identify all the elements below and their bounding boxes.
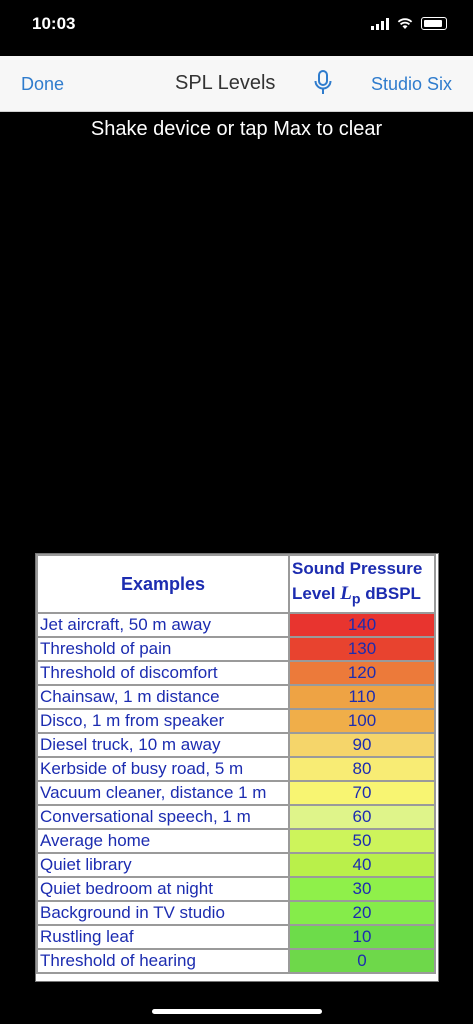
level-header-prefix: Level <box>292 584 341 603</box>
example-cell: Average home <box>36 828 290 855</box>
table-row: Threshold of hearing 0 <box>36 948 436 975</box>
battery-icon <box>421 17 447 30</box>
level-cell: 0 <box>288 948 436 975</box>
instruction-text: Shake device or tap Max to clear <box>90 118 383 140</box>
table-row: Vacuum cleaner, distance 1 m 70 <box>36 780 436 807</box>
example-cell: Background in TV studio <box>36 900 290 927</box>
table-row: Average home 50 <box>36 828 436 855</box>
level-header-line1: Sound Pressure <box>292 559 423 578</box>
table-row: Background in TV studio 20 <box>36 900 436 927</box>
table-row: Diesel truck, 10 m away 90 <box>36 732 436 759</box>
table-header-row: Examples Sound Pressure Level Lp dBSPL <box>36 554 436 615</box>
home-indicator[interactable] <box>152 1009 322 1014</box>
spl-reference-table: Examples Sound Pressure Level Lp dBSPL J… <box>35 553 439 982</box>
level-cell: 20 <box>288 900 436 927</box>
example-cell: Rustling leaf <box>36 924 290 951</box>
example-cell: Threshold of discomfort <box>36 660 290 687</box>
level-cell: 60 <box>288 804 436 831</box>
level-cell: 130 <box>288 636 436 663</box>
level-cell: 70 <box>288 780 436 807</box>
table-row: Rustling leaf 10 <box>36 924 436 951</box>
example-cell: Disco, 1 m from speaker <box>36 708 290 735</box>
table-row: Disco, 1 m from speaker 100 <box>36 708 436 735</box>
example-cell: Kerbside of busy road, 5 m <box>36 756 290 783</box>
table-row: Conversational speech, 1 m 60 <box>36 804 436 831</box>
example-cell: Conversational speech, 1 m <box>36 804 290 831</box>
navigation-bar: Done SPL Levels Studio Six <box>0 56 473 112</box>
table-row: Threshold of discomfort 120 <box>36 660 436 687</box>
example-cell: Chainsaw, 1 m distance <box>36 684 290 711</box>
example-cell: Threshold of pain <box>36 636 290 663</box>
level-unit: dBSPL <box>360 584 421 603</box>
status-time: 10:03 <box>32 14 76 33</box>
microphone-icon[interactable] <box>313 70 333 96</box>
example-cell: Jet aircraft, 50 m away <box>36 612 290 639</box>
wifi-icon <box>397 17 413 29</box>
table-row: Chainsaw, 1 m distance 110 <box>36 684 436 711</box>
level-cell: 40 <box>288 852 436 879</box>
signal-icon <box>371 17 389 30</box>
level-cell: 50 <box>288 828 436 855</box>
table-row: Threshold of pain 130 <box>36 636 436 663</box>
table-row: Quiet bedroom at night 30 <box>36 876 436 903</box>
spl-table-grid: Examples Sound Pressure Level Lp dBSPL J… <box>36 554 436 975</box>
level-cell: 140 <box>288 612 436 639</box>
level-header: Sound Pressure Level Lp dBSPL <box>288 554 436 615</box>
page-title: SPL Levels <box>175 72 276 94</box>
example-cell: Quiet library <box>36 852 290 879</box>
studio-six-button[interactable]: Studio Six <box>370 74 452 94</box>
level-cell: 30 <box>288 876 436 903</box>
level-cell: 90 <box>288 732 436 759</box>
level-symbol: L <box>340 583 352 604</box>
status-icons <box>371 17 447 30</box>
level-cell: 120 <box>288 660 436 687</box>
table-row: Kerbside of busy road, 5 m 80 <box>36 756 436 783</box>
level-cell: 100 <box>288 708 436 735</box>
level-cell: 110 <box>288 684 436 711</box>
example-cell: Threshold of hearing <box>36 948 290 975</box>
table-row: Jet aircraft, 50 m away 140 <box>36 612 436 639</box>
level-subscript: p <box>351 591 361 608</box>
done-button[interactable]: Done <box>21 74 65 94</box>
example-cell: Quiet bedroom at night <box>36 876 290 903</box>
examples-header: Examples <box>36 554 290 615</box>
level-cell: 80 <box>288 756 436 783</box>
level-cell: 10 <box>288 924 436 951</box>
table-row: Quiet library 40 <box>36 852 436 879</box>
table-body: Jet aircraft, 50 m away 140 Threshold of p… <box>36 612 436 975</box>
example-cell: Vacuum cleaner, distance 1 m <box>36 780 290 807</box>
status-bar: 10:03 <box>0 0 473 56</box>
example-cell: Diesel truck, 10 m away <box>36 732 290 759</box>
